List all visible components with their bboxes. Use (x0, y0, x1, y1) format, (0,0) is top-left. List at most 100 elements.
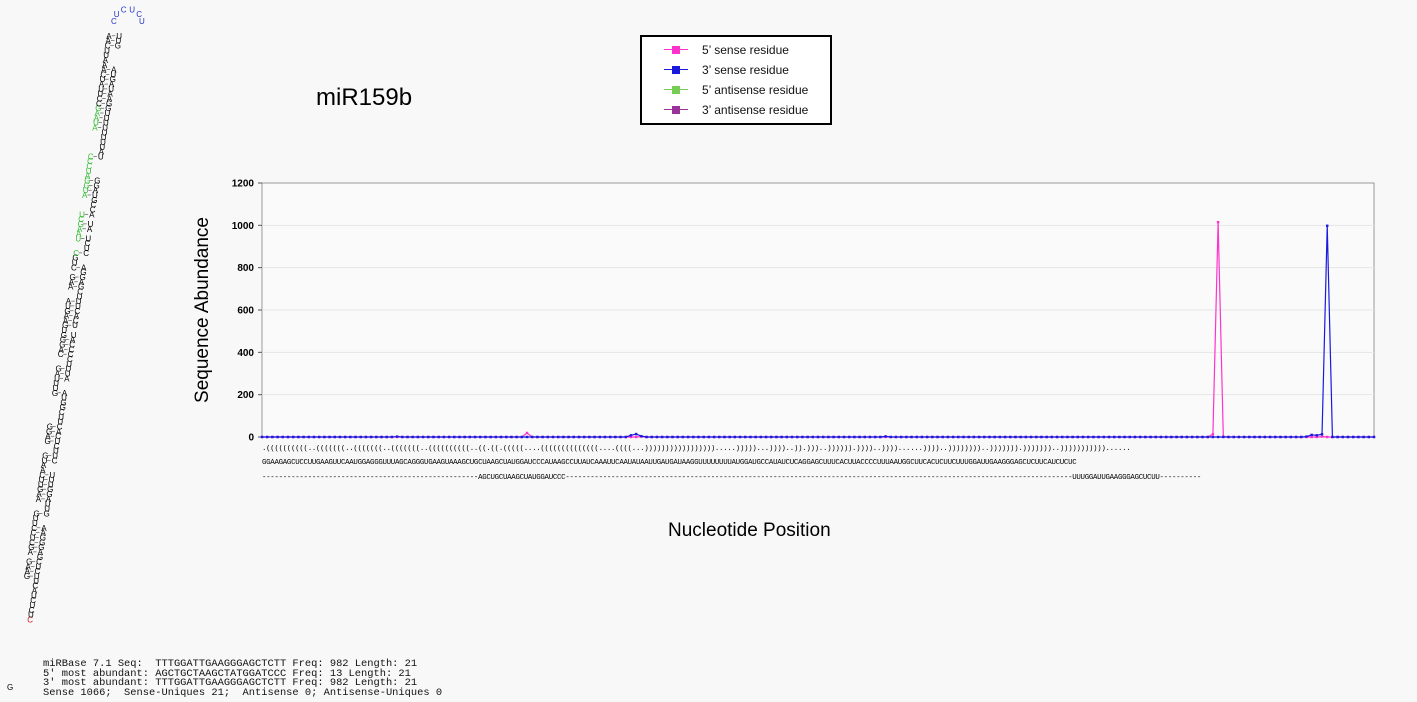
hairpin-base: U (104, 46, 110, 55)
hairpin-base: A (87, 225, 93, 234)
data-point (505, 435, 508, 439)
data-point (754, 435, 757, 439)
hairpin-base: U (100, 138, 106, 147)
hairpin-base: A (106, 37, 112, 46)
data-point (983, 435, 986, 439)
data-point (432, 435, 435, 439)
data-point (1232, 435, 1235, 439)
data-point (1216, 220, 1220, 224)
hairpin-base: G (37, 485, 43, 494)
hairpin-base: U (110, 70, 116, 79)
hairpin-base: U (48, 480, 54, 489)
data-point (385, 435, 388, 439)
data-point (796, 435, 799, 439)
data-point (707, 435, 711, 439)
data-point (655, 435, 659, 439)
data-point (1050, 435, 1054, 439)
hairpin-base: C (91, 201, 97, 210)
hairpin-base: G (91, 196, 97, 205)
legend-marker-5-antisense (664, 85, 688, 95)
data-point (728, 435, 731, 439)
legend-label-5-sense: 5’ sense residue (702, 43, 789, 57)
data-point (1336, 435, 1339, 439)
hairpin-base: G (78, 220, 84, 229)
hairpin-base: G (38, 543, 44, 552)
data-point (541, 435, 544, 439)
data-point (608, 435, 612, 439)
hairpin-base: U (44, 505, 50, 514)
hairpin-base: U (42, 456, 48, 465)
hairpin-loop-base: C (111, 17, 117, 26)
hairpin-base: G (56, 365, 62, 374)
hairpin-base: U (101, 133, 107, 142)
hairpin-base: C (78, 215, 84, 224)
legend-marker-3-antisense (664, 105, 688, 115)
hairpin-base: C (30, 596, 36, 605)
hairpin-base: A (106, 32, 112, 41)
data-point (1362, 435, 1365, 439)
hairpin-base: A (62, 389, 68, 398)
hairpin-base: U (88, 220, 94, 229)
data-point (484, 435, 487, 439)
data-point (1211, 435, 1215, 439)
hairpin-base: A (74, 312, 80, 321)
data-point (1310, 433, 1313, 437)
hairpin-base: U (93, 119, 99, 128)
y-tick-label: 800 (237, 263, 254, 274)
hairpin-base: U (85, 234, 91, 243)
data-point (822, 435, 825, 439)
data-point (1300, 435, 1303, 439)
hairpin-base: U (98, 85, 104, 94)
hairpin-base: G (47, 423, 53, 432)
hairpin-base: U (100, 75, 106, 84)
hairpin-base: C (73, 316, 79, 325)
data-point (692, 435, 695, 439)
hairpin-base: G (42, 452, 48, 461)
data-point (925, 435, 929, 439)
hairpin-base: A (56, 427, 62, 436)
hairpin-base: A (101, 66, 107, 75)
data-point (951, 435, 955, 439)
hairpin-base: U (34, 572, 40, 581)
data-point (770, 435, 773, 439)
data-point (1352, 435, 1355, 439)
x-axis-label: Nucleotide Position (668, 520, 831, 541)
data-point (957, 435, 960, 439)
hairpin-base: A (85, 172, 91, 181)
data-point (1149, 435, 1152, 439)
hairpin-base: A (107, 90, 113, 99)
data-point (1112, 435, 1116, 439)
hairpin-base: G (61, 331, 67, 340)
hairpin-base: A (89, 210, 95, 219)
hairpin-base: G (40, 534, 46, 543)
hairpin-base: C (52, 456, 58, 465)
hairpin-base: U (45, 500, 51, 509)
data-point (453, 435, 456, 439)
hairpin-base: A (64, 374, 70, 383)
hairpin-base: C (29, 538, 35, 547)
hairpin-base: U (52, 452, 58, 461)
data-point (1092, 435, 1095, 439)
data-point (1076, 435, 1080, 439)
data-point (1242, 435, 1246, 439)
hairpin-base: C (97, 95, 103, 104)
legend-item-3-sense: 3’ sense residue (664, 61, 789, 79)
hairpin-base: U (54, 374, 60, 383)
hairpin-base: C (31, 529, 37, 538)
data-point (1310, 435, 1313, 439)
data-point (837, 435, 840, 439)
data-point (920, 435, 924, 439)
hairpin-base: A (70, 336, 76, 345)
data-point (905, 435, 908, 439)
hairpin-base: G (26, 558, 32, 567)
data-point (1087, 435, 1090, 439)
hairpin-base: G (7, 683, 13, 692)
data-point (1326, 435, 1329, 439)
hairpin-base: G (39, 538, 45, 547)
stats-3-most-abundant: 3' most abundant: TTTGGATTGAAGGGAGCTCTT … (43, 677, 418, 690)
hairpin-base: U (66, 365, 72, 374)
data-point (323, 435, 326, 439)
legend-item-3-antisense: 3’ antisense residue (664, 101, 808, 119)
hairpin-base: U (75, 234, 81, 243)
hairpin-loop-base: U (139, 17, 145, 26)
